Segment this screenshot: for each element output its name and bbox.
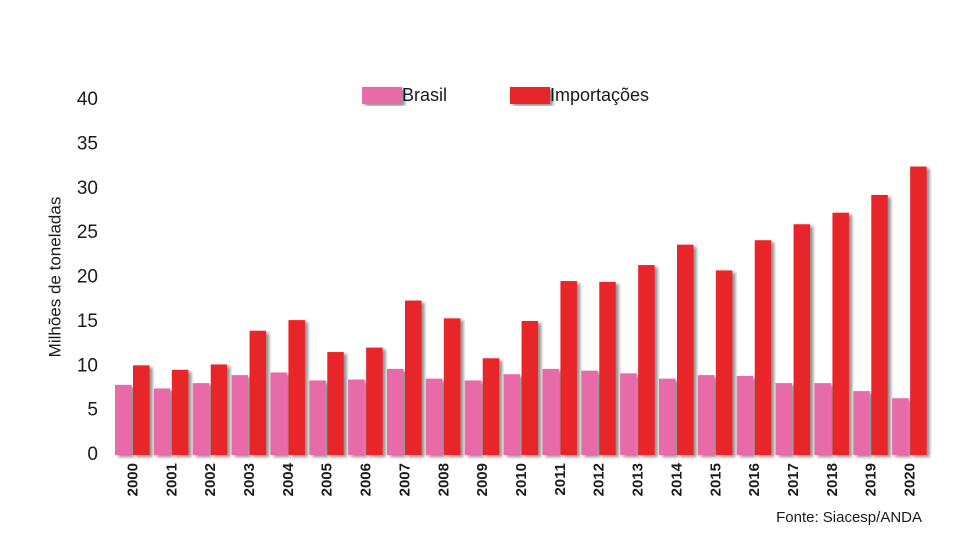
y-tick-label: 20 — [77, 267, 98, 288]
bar — [853, 391, 870, 455]
bar — [659, 378, 676, 455]
bar — [482, 358, 500, 455]
bar — [736, 376, 754, 455]
legend-swatch — [362, 87, 402, 104]
source: Fonte: Siacesp/ANDA — [776, 509, 922, 526]
x-tick-label: 2014 — [668, 462, 685, 496]
x-tick-label: 2001 — [163, 463, 180, 496]
bar — [231, 375, 249, 455]
x-tick-label: 2011 — [552, 463, 569, 496]
x-tick-label: 2016 — [746, 463, 763, 496]
bar — [309, 380, 326, 455]
bar — [270, 372, 287, 455]
x-tick-label: 2002 — [202, 463, 219, 496]
x-tick-label: 2018 — [824, 463, 841, 496]
bar — [599, 281, 616, 455]
y-tick-label: 0 — [87, 444, 98, 465]
bar — [503, 374, 521, 455]
y-axis-label: Milhões de toneladas — [45, 197, 64, 358]
bar — [115, 384, 132, 455]
bar — [832, 212, 849, 455]
bar — [210, 364, 228, 455]
bar — [620, 373, 637, 455]
bar — [521, 320, 539, 455]
bar — [871, 194, 888, 455]
bar — [288, 320, 305, 455]
bar — [171, 369, 189, 455]
y-tick-label: 35 — [77, 133, 98, 154]
x-tick-label: 2009 — [474, 463, 491, 496]
x-tick-label: 2008 — [435, 463, 452, 496]
bar — [249, 330, 267, 455]
bar — [348, 379, 365, 455]
legend-label: Brasil — [402, 85, 447, 105]
bar — [638, 265, 655, 455]
bar — [715, 270, 733, 455]
x-tick-label: 2007 — [396, 463, 413, 496]
x-tick-label: 2006 — [358, 463, 375, 496]
bar — [425, 378, 443, 455]
bar — [697, 375, 715, 455]
bar — [464, 380, 482, 455]
bar — [443, 318, 461, 455]
x-tick-label: 2020 — [902, 463, 919, 496]
bar — [892, 398, 909, 455]
y-tick-label: 15 — [77, 311, 98, 332]
bar — [814, 383, 831, 455]
bar — [910, 166, 927, 455]
bar — [793, 224, 811, 455]
bar — [542, 368, 559, 455]
x-tick-label: 2013 — [630, 463, 647, 496]
bar — [153, 388, 171, 455]
x-tick-label: 2000 — [124, 463, 141, 496]
x-tick-label: 2015 — [707, 463, 724, 496]
legend-label: Importações — [550, 85, 649, 105]
bar — [405, 300, 422, 455]
bar — [133, 365, 150, 455]
bar — [327, 352, 344, 455]
x-tick-label: 2019 — [863, 463, 880, 496]
x-tick-label: 2005 — [319, 463, 336, 496]
bar — [775, 383, 793, 455]
bar — [366, 347, 383, 455]
x-tick-label: 2003 — [241, 463, 258, 496]
x-tick-label: 2017 — [785, 463, 802, 496]
y-tick-label: 25 — [77, 222, 98, 243]
x-tick-label: 2012 — [591, 463, 608, 496]
y-tick-label: 40 — [77, 89, 98, 110]
bar — [581, 370, 598, 455]
bar — [387, 368, 404, 455]
bar — [560, 281, 577, 455]
x-tick-label: 2004 — [280, 462, 297, 496]
x-tick-label: 2010 — [513, 463, 530, 496]
y-tick-label: 5 — [87, 400, 98, 421]
y-tick-label: 10 — [77, 355, 98, 376]
bar — [677, 244, 694, 455]
bar — [192, 383, 210, 455]
y-tick-label: 30 — [77, 178, 98, 199]
bar — [754, 240, 772, 455]
legend-swatch — [510, 87, 550, 104]
